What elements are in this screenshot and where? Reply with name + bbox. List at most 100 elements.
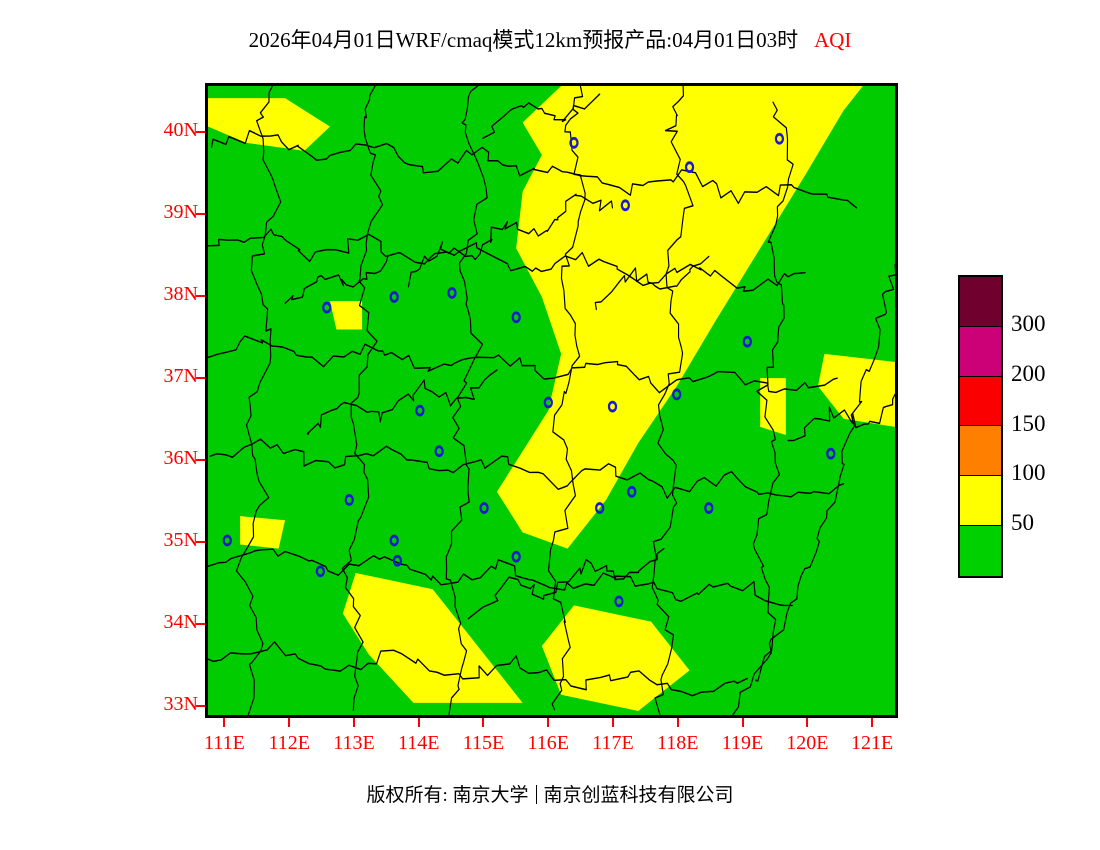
city-marker bbox=[826, 447, 836, 460]
latitude-tick-mark bbox=[196, 295, 205, 298]
longitude-tick-label: 113E bbox=[333, 732, 375, 754]
city-marker bbox=[704, 502, 714, 514]
longitude-tick-mark bbox=[482, 718, 485, 727]
chart-title: 2026年04月01日WRF/cmaq模式12km预报产品:04月01日03时 A… bbox=[0, 24, 1100, 54]
latitude-tick-label: 39N bbox=[163, 201, 198, 224]
city-marker bbox=[389, 534, 399, 547]
latitude-tick-mark bbox=[196, 131, 205, 134]
city-marker bbox=[627, 485, 637, 498]
colorbar-tick-label: 100 bbox=[1011, 460, 1046, 486]
city-marker bbox=[479, 502, 489, 514]
boundary-line bbox=[482, 93, 601, 139]
copyright-company: 南京创蓝科技有限公司 bbox=[543, 785, 734, 806]
colorbar-band bbox=[960, 376, 1001, 427]
city-marker bbox=[511, 311, 521, 324]
aqi-band-50-100-region bbox=[240, 516, 286, 549]
aqi-heatmap-canvas bbox=[208, 86, 895, 715]
longitude-tick-mark bbox=[547, 718, 550, 727]
colorbar-band bbox=[960, 326, 1001, 377]
aqi-band-50-100-region bbox=[208, 98, 330, 151]
city-marker bbox=[774, 132, 785, 145]
aqi-band-50-100-region bbox=[760, 378, 786, 435]
aqi-yellow-regions bbox=[208, 86, 895, 711]
longitude-tick-label: 112E bbox=[268, 732, 310, 754]
boundary-line bbox=[208, 548, 793, 607]
boundary-line bbox=[341, 86, 384, 711]
aqi-band-50-100-region bbox=[702, 86, 767, 119]
aqi-band-50-100-region bbox=[496, 86, 863, 549]
latitude-tick-label: 34N bbox=[163, 610, 198, 633]
boundary-line bbox=[752, 101, 794, 682]
city-marker bbox=[607, 400, 618, 413]
latitude-tick-label: 40N bbox=[163, 119, 198, 142]
longitude-tick-mark bbox=[871, 718, 874, 727]
boundary-line bbox=[651, 86, 694, 715]
city-marker bbox=[684, 161, 695, 174]
latitude-tick-label: 37N bbox=[163, 364, 198, 387]
latitude-tick-mark bbox=[196, 458, 205, 461]
boundary-line bbox=[208, 335, 838, 394]
longitude-tick-label: 117E bbox=[592, 732, 634, 754]
latitude-tick-mark bbox=[196, 540, 205, 543]
longitude-tick-label: 111E bbox=[204, 732, 245, 754]
city-marker bbox=[543, 396, 553, 409]
city-marker bbox=[322, 301, 332, 314]
boundary-line bbox=[208, 228, 806, 292]
footer-divider bbox=[535, 785, 537, 804]
longitude-tick-label: 121E bbox=[850, 732, 894, 754]
copyright-owner: 版权所有: 南京大学 bbox=[366, 785, 529, 806]
boundary-line bbox=[732, 263, 895, 715]
aqi-band-50-100-region bbox=[342, 572, 523, 703]
longitude-tick-mark bbox=[288, 718, 291, 727]
latitude-tick-label: 38N bbox=[163, 283, 198, 306]
city-marker bbox=[511, 550, 521, 563]
boundary-line bbox=[787, 393, 895, 442]
boundary-line bbox=[407, 193, 614, 288]
aqi-band-50-100-region bbox=[817, 353, 895, 427]
city-marker bbox=[594, 502, 605, 514]
colorbar-tick-label: 150 bbox=[1011, 410, 1046, 436]
longitude-tick-mark bbox=[806, 718, 809, 727]
city-marker bbox=[392, 554, 403, 567]
latitude-tick-label: 33N bbox=[163, 692, 198, 715]
aqi-colorbar bbox=[958, 275, 1003, 578]
colorbar-band bbox=[960, 426, 1001, 477]
city-marker bbox=[447, 287, 457, 299]
colorbar-band bbox=[960, 526, 1001, 576]
city-marker bbox=[315, 565, 326, 578]
city-marker bbox=[614, 595, 624, 608]
colorbar-tick-label: 300 bbox=[1011, 310, 1046, 336]
longitude-tick-mark bbox=[612, 718, 615, 727]
latitude-tick-mark bbox=[196, 376, 205, 379]
longitude-tick-label: 116E bbox=[527, 732, 569, 754]
title-variable: AQI bbox=[814, 28, 852, 52]
city-marker bbox=[672, 388, 682, 401]
longitude-tick-label: 118E bbox=[657, 732, 699, 754]
latitude-tick-mark bbox=[196, 704, 205, 707]
boundary-line bbox=[547, 86, 586, 711]
boundary-line bbox=[467, 547, 665, 620]
longitude-tick-label: 119E bbox=[721, 732, 764, 754]
boundary-line bbox=[209, 438, 845, 499]
colorbar-band bbox=[960, 476, 1001, 527]
longitude-tick-label: 114E bbox=[397, 732, 440, 754]
city-marker bbox=[222, 534, 232, 547]
city-marker bbox=[389, 291, 399, 303]
latitude-tick-label: 35N bbox=[163, 528, 198, 551]
city-markers bbox=[222, 132, 836, 608]
boundary-line bbox=[306, 369, 498, 435]
longitude-tick-mark bbox=[676, 718, 679, 727]
colorbar-tick-label: 50 bbox=[1011, 510, 1034, 536]
boundary-line bbox=[594, 255, 710, 311]
colorbar-band bbox=[960, 277, 1001, 327]
longitude-tick-label: 120E bbox=[786, 732, 829, 754]
longitude-tick-label: 115E bbox=[462, 732, 505, 754]
aqi-band-50-100-region bbox=[329, 301, 363, 330]
city-marker bbox=[742, 335, 752, 348]
city-marker bbox=[620, 199, 630, 212]
latitude-tick-mark bbox=[196, 213, 205, 216]
city-marker bbox=[434, 445, 444, 458]
city-marker bbox=[415, 404, 425, 417]
aqi-band-50-100-region bbox=[541, 605, 690, 711]
boundary-line bbox=[284, 255, 389, 305]
